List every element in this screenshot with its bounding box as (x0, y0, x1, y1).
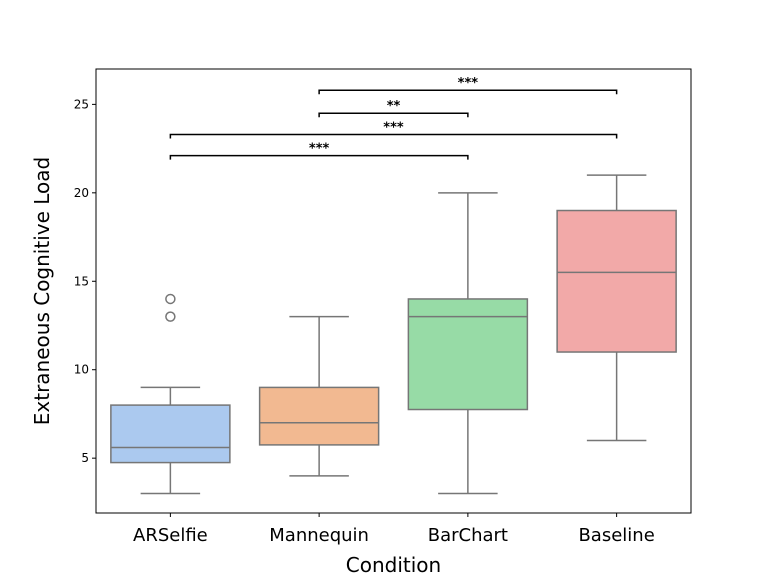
y-tick-label-10: 10 (74, 363, 89, 377)
iqr-box-barchart (407, 298, 529, 411)
iqr-box-arselfie (110, 404, 231, 464)
sig-label-3: *** (458, 76, 479, 91)
y-tick-label-5: 5 (81, 451, 89, 465)
box-baseline (556, 174, 677, 442)
sig-label-2: ** (387, 99, 401, 114)
sig-bracket-3: *** (318, 76, 618, 95)
sig-line-0 (169, 154, 469, 160)
sig-bracket-0: *** (169, 142, 469, 160)
y-tick-label-15: 15 (74, 274, 89, 288)
sig-bracket-2: ** (318, 99, 469, 118)
x-tick-label-mannequin: Mannequin (269, 525, 369, 546)
sig-line-2 (318, 112, 469, 118)
y-tick-label-20: 20 (74, 186, 89, 200)
sig-label-1: *** (383, 120, 404, 135)
sig-bracket-1: *** (169, 120, 618, 139)
x-tick-label-arselfie: ARSelfie (133, 525, 208, 546)
x-axis-title: Condition (346, 553, 441, 576)
sig-label-0: *** (309, 142, 330, 157)
y-axis-title: Extraneous Cognitive Load (30, 157, 54, 425)
significance-brackets: *********** (169, 76, 618, 160)
plot-marks (110, 174, 677, 495)
x-axis: ARSelfie Mannequin BarChart Baseline (133, 513, 655, 546)
box-barchart (407, 192, 529, 495)
sig-line-3 (318, 89, 618, 95)
y-tick-label-25: 25 (74, 97, 89, 111)
x-tick-label-barchart: BarChart (428, 525, 508, 546)
sig-line-1 (169, 133, 618, 139)
y-axis: 5 10 15 20 25 (74, 97, 96, 465)
outlier-arselfie-1 (165, 293, 176, 305)
box-mannequin (258, 315, 380, 477)
box-arselfie (110, 293, 231, 495)
outlier-arselfie-0 (165, 311, 176, 322)
iqr-box-baseline (556, 209, 677, 353)
plot-frame (95, 68, 692, 514)
iqr-box-mannequin (258, 386, 380, 446)
x-tick-label-baseline: Baseline (578, 525, 654, 546)
